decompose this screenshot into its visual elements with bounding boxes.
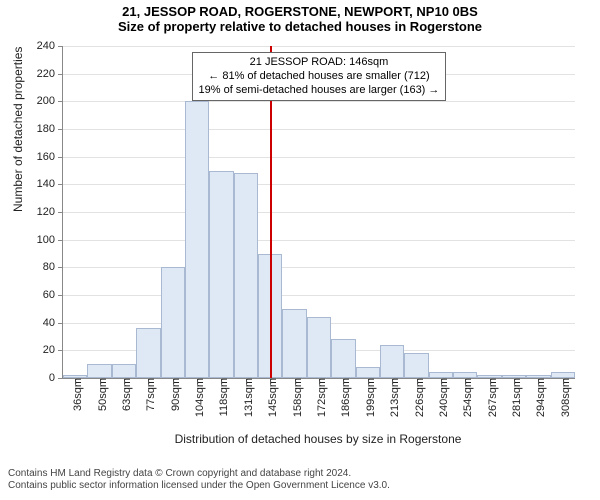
histogram-bar [136, 328, 160, 378]
title-line-2: Size of property relative to detached ho… [0, 19, 600, 34]
x-tick-label: 199sqm [359, 378, 377, 417]
chart-container: 21, JESSOP ROAD, ROGERSTONE, NEWPORT, NP… [0, 0, 600, 500]
histogram-bar [185, 101, 209, 378]
x-tick-label: 281sqm [505, 378, 523, 417]
x-tick-label: 294sqm [529, 378, 547, 417]
gridline [63, 267, 575, 268]
y-tick-label: 240 [37, 40, 63, 52]
y-tick-label: 20 [43, 344, 63, 356]
y-tick-label: 200 [37, 95, 63, 107]
annotation-line: ← 81% of detached houses are smaller (71… [199, 70, 440, 84]
gridline [63, 184, 575, 185]
histogram-bar [161, 267, 185, 378]
gridline [63, 101, 575, 102]
y-tick-label: 100 [37, 234, 63, 246]
annotation-line: 19% of semi-detached houses are larger (… [199, 84, 440, 98]
x-tick-label: 213sqm [383, 378, 401, 417]
title-line-1: 21, JESSOP ROAD, ROGERSTONE, NEWPORT, NP… [0, 4, 600, 19]
annotation-box: 21 JESSOP ROAD: 146sqm← 81% of detached … [192, 52, 447, 101]
histogram-bar [331, 339, 355, 378]
y-tick-label: 160 [37, 151, 63, 163]
footer-line-1: Contains HM Land Registry data © Crown c… [8, 468, 592, 480]
histogram-bar [112, 364, 136, 378]
histogram-bar [404, 353, 428, 378]
gridline [63, 129, 575, 130]
x-tick-label: 172sqm [310, 378, 328, 417]
x-tick-label: 50sqm [91, 378, 109, 411]
x-tick-label: 36sqm [66, 378, 84, 411]
x-tick-label: 240sqm [432, 378, 450, 417]
y-tick-label: 60 [43, 289, 63, 301]
x-tick-label: 267sqm [481, 378, 499, 417]
histogram-bar [209, 171, 233, 379]
x-tick-label: 118sqm [212, 378, 230, 416]
x-tick-label: 131sqm [237, 378, 255, 417]
y-tick-label: 0 [49, 372, 63, 384]
x-tick-label: 158sqm [286, 378, 304, 417]
plot-area: 02040608010012014016018020022024036sqm50… [62, 46, 575, 379]
histogram-bar [87, 364, 111, 378]
annotation-line: 21 JESSOP ROAD: 146sqm [199, 56, 440, 70]
x-axis-title: Distribution of detached houses by size … [62, 432, 574, 446]
histogram-bar [234, 173, 258, 378]
x-tick-label: 254sqm [456, 378, 474, 417]
y-tick-label: 120 [37, 206, 63, 218]
x-tick-label: 90sqm [164, 378, 182, 411]
histogram-bar [380, 345, 404, 378]
x-tick-label: 77sqm [139, 378, 157, 411]
x-tick-label: 104sqm [188, 378, 206, 417]
y-tick-label: 40 [43, 317, 63, 329]
y-tick-label: 180 [37, 123, 63, 135]
histogram-bar [307, 317, 331, 378]
gridline [63, 46, 575, 47]
footer-attribution: Contains HM Land Registry data © Crown c… [0, 464, 600, 492]
gridline [63, 295, 575, 296]
histogram-bar [282, 309, 306, 378]
x-tick-label: 226sqm [408, 378, 426, 417]
y-tick-label: 220 [37, 68, 63, 80]
x-tick-label: 63sqm [115, 378, 133, 411]
x-tick-label: 186sqm [334, 378, 352, 417]
x-tick-label: 308sqm [554, 378, 572, 417]
gridline [63, 212, 575, 213]
gridline [63, 157, 575, 158]
title-block: 21, JESSOP ROAD, ROGERSTONE, NEWPORT, NP… [0, 4, 600, 34]
y-tick-label: 80 [43, 261, 63, 273]
histogram-bar [356, 367, 380, 378]
gridline [63, 240, 575, 241]
x-tick-label: 145sqm [261, 378, 279, 417]
y-tick-label: 140 [37, 178, 63, 190]
footer-line-2: Contains public sector information licen… [8, 480, 592, 492]
